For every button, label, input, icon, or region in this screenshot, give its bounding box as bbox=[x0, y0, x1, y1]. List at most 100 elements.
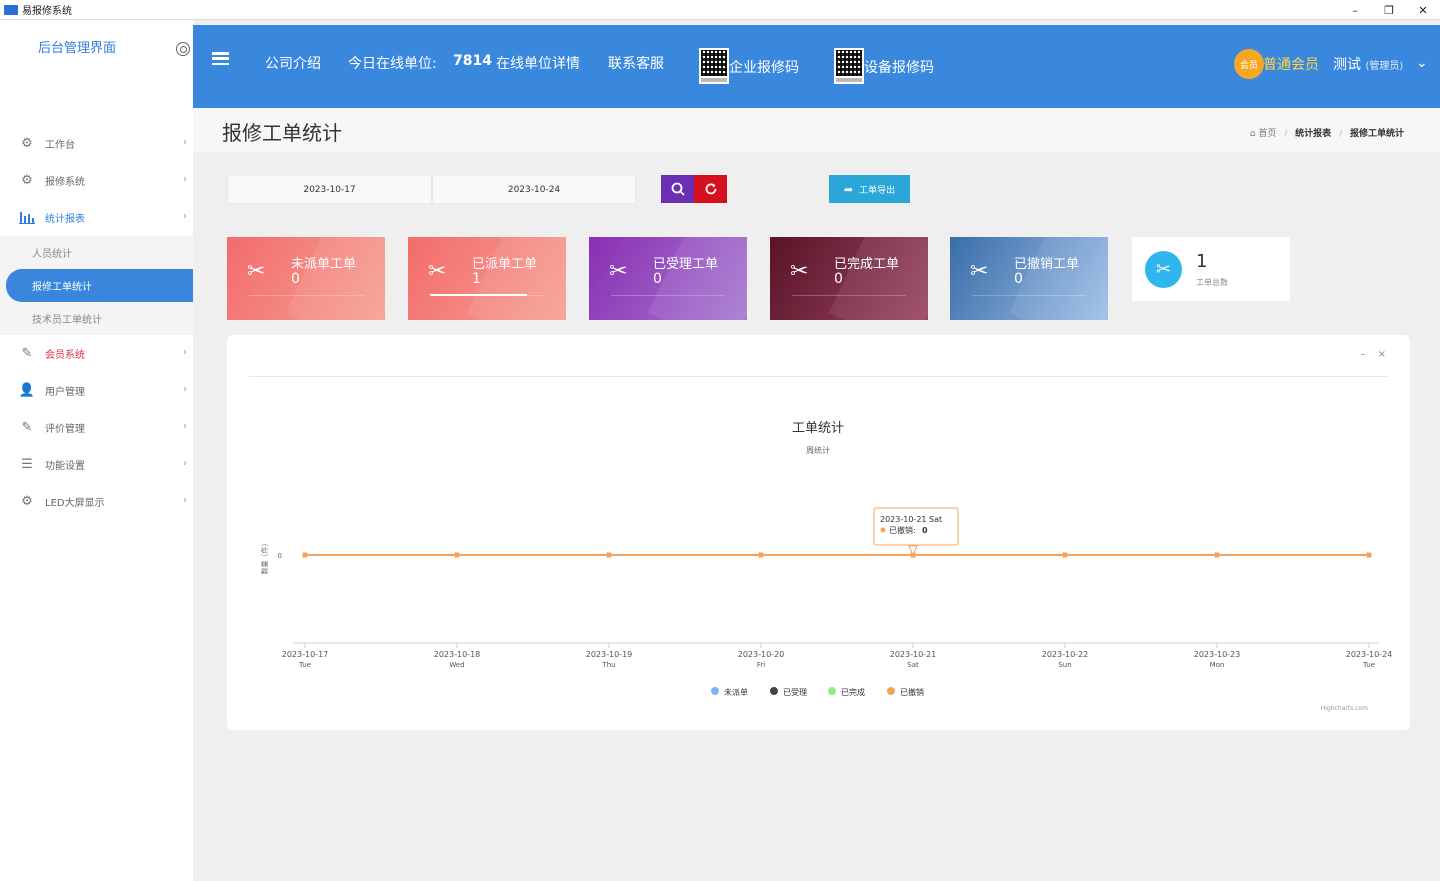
tooltip-value: 0 bbox=[922, 526, 928, 535]
user-role: (管理员) bbox=[1365, 61, 1404, 72]
device-code-link[interactable]: 设备报修码 bbox=[864, 60, 934, 76]
sidebar-item-users[interactable]: 👤 用户管理 › bbox=[0, 372, 193, 409]
stat-card-cancelled[interactable]: ✂ 已撤销工单 0 bbox=[950, 237, 1108, 320]
panel-minimize-button[interactable]: – bbox=[1360, 349, 1366, 360]
enterprise-code-link[interactable]: 企业报修码 bbox=[729, 60, 799, 76]
search-button[interactable] bbox=[661, 175, 694, 203]
x-tick-label: 2023-10-24 bbox=[1346, 650, 1393, 659]
y-axis-label: 数量（件） bbox=[260, 540, 269, 575]
tools-icon: ✂ bbox=[1145, 251, 1182, 288]
gears-icon: ⚙ bbox=[21, 136, 33, 151]
user-menu[interactable]: 测试 (管理员) bbox=[1333, 54, 1403, 74]
x-tick-label: 2023-10-17 bbox=[282, 650, 329, 659]
tooltip-series: 已撤销: bbox=[889, 525, 916, 535]
chart-panel: – × 工单统计 周统计 数量（件） 0 2023-10-17 Tue 2023-10-18… bbox=[227, 335, 1410, 730]
maximize-button[interactable]: ❐ bbox=[1384, 3, 1394, 17]
tools-icon: ✂ bbox=[428, 259, 447, 284]
chevron-right-icon: › bbox=[183, 495, 187, 506]
stat-card-assigned[interactable]: ✂ 已派单工单 1 bbox=[408, 237, 566, 320]
tools-icon: ✂ bbox=[970, 259, 989, 284]
sidebar-item-led[interactable]: ⚙ LED大屏显示 › bbox=[0, 483, 193, 520]
x-tick-label: 2023-10-18 bbox=[434, 650, 481, 659]
app-icon bbox=[4, 4, 18, 15]
breadcrumb-current: 报修工单统计 bbox=[1349, 129, 1404, 139]
stat-card-unassigned[interactable]: ✂ 未派单工单 0 bbox=[227, 237, 385, 320]
series-point-3 bbox=[1062, 552, 1068, 558]
breadcrumb-reports[interactable]: 统计报表 bbox=[1295, 129, 1332, 139]
total-caption: 工单总数 bbox=[1196, 278, 1228, 287]
users-icon: 👤 bbox=[18, 383, 36, 398]
chevron-right-icon: › bbox=[183, 421, 187, 432]
chevron-right-icon: › bbox=[183, 458, 187, 469]
x-tick-label: 2023-10-21 bbox=[890, 650, 937, 659]
sidebar-item-reviews[interactable]: ✎ 评价管理 › bbox=[0, 409, 193, 446]
x-tick-weekday: Sat bbox=[907, 661, 919, 669]
stat-card-label: 已撤销工单 bbox=[1014, 257, 1080, 272]
settings-gear-icon[interactable] bbox=[176, 42, 190, 56]
enterprise-qr-icon[interactable] bbox=[699, 48, 729, 84]
reset-button[interactable] bbox=[694, 175, 727, 203]
subitem-technician-stats[interactable]: 技术员工单统计 bbox=[32, 315, 102, 326]
subitem-workorder-stats[interactable]: 报修工单统计 bbox=[6, 269, 193, 302]
device-qr-icon[interactable] bbox=[834, 48, 864, 84]
sidebar-item-members[interactable]: ✎ 会员系统 › bbox=[0, 335, 193, 372]
chevron-down-icon[interactable]: ⌄ bbox=[1416, 55, 1428, 71]
sidebar-item-reports[interactable]: 统计报表 › bbox=[0, 199, 193, 236]
chart-title: 工单统计 bbox=[792, 421, 844, 436]
stat-card-completed[interactable]: ✂ 已完成工单 0 bbox=[770, 237, 928, 320]
x-tick-label: 2023-10-22 bbox=[1042, 650, 1089, 659]
company-intro-link[interactable]: 公司介绍 bbox=[265, 56, 321, 72]
breadcrumb: ⌂ 首页 / 统计报表 / 报修工单统计 bbox=[1249, 129, 1404, 139]
panel-close-button[interactable]: × bbox=[1377, 349, 1386, 360]
tools-icon: ✂ bbox=[247, 259, 266, 284]
breadcrumb-home[interactable]: 首页 bbox=[1258, 129, 1277, 139]
stat-card-label: 已完成工单 bbox=[834, 257, 900, 272]
brand-title: 后台管理界面 bbox=[38, 41, 117, 56]
y-tick-label: 0 bbox=[278, 552, 282, 560]
search-icon bbox=[671, 182, 685, 196]
chevron-right-icon: › bbox=[183, 384, 187, 395]
minimize-button[interactable]: – bbox=[1352, 3, 1358, 17]
stat-card-value: 0 bbox=[1014, 271, 1023, 287]
export-label: 工单导出 bbox=[859, 185, 896, 196]
top-header: 公司介绍 今日在线单位: 7814 在线单位详情 联系客服 企业报修码 设备报修… bbox=[193, 25, 1440, 108]
sidebar-item-repair-system[interactable]: ⚙ 报修系统 › bbox=[0, 162, 193, 199]
series-point-3 bbox=[758, 552, 764, 558]
sidebar-item-settings[interactable]: ☰ 功能设置 › bbox=[0, 446, 193, 483]
series-point-3 bbox=[302, 552, 308, 558]
x-tick-weekday: Thu bbox=[601, 661, 615, 669]
stat-card-value: 0 bbox=[291, 271, 300, 287]
end-date-input[interactable]: 2023-10-24 bbox=[432, 175, 636, 204]
legend-label-3: 已撤销 bbox=[900, 687, 924, 697]
sidebar-item-label: 统计报表 bbox=[45, 214, 85, 225]
series-point-3 bbox=[1214, 552, 1220, 558]
stat-card-value: 0 bbox=[834, 271, 843, 287]
legend-label-2: 已完成 bbox=[841, 687, 865, 697]
x-tick-weekday: Fri bbox=[757, 661, 765, 669]
tools-icon: ✂ bbox=[790, 259, 809, 284]
edit-icon: ✎ bbox=[21, 346, 33, 361]
stat-card-value: 1 bbox=[472, 271, 481, 287]
chevron-right-icon: › bbox=[183, 174, 187, 185]
member-level[interactable]: 普通会员 bbox=[1263, 57, 1319, 73]
legend-label-1: 已受理 bbox=[783, 687, 807, 697]
member-badge: 会员 bbox=[1234, 49, 1264, 79]
sliders-icon: ☰ bbox=[21, 457, 33, 472]
subitem-staff-stats[interactable]: 人员统计 bbox=[32, 249, 72, 260]
online-detail-link[interactable]: 在线单位详情 bbox=[496, 56, 580, 72]
contact-service-link[interactable]: 联系客服 bbox=[608, 56, 664, 72]
sidebar-item-workbench[interactable]: ⚙ 工作台 › bbox=[0, 125, 193, 162]
start-date-input[interactable]: 2023-10-17 bbox=[227, 175, 432, 204]
export-button[interactable]: ➦ 工单导出 bbox=[829, 175, 910, 203]
total-value: 1 bbox=[1196, 251, 1208, 272]
stat-card-accepted[interactable]: ✂ 已受理工单 0 bbox=[589, 237, 747, 320]
menu-toggle-icon[interactable] bbox=[212, 52, 229, 65]
legend-marker-0 bbox=[711, 687, 719, 695]
sidebar-item-label: LED大屏显示 bbox=[45, 498, 105, 509]
close-button[interactable]: ✕ bbox=[1418, 3, 1428, 17]
sidebar-item-label: 会员系统 bbox=[45, 350, 85, 361]
sidebar-item-label: 用户管理 bbox=[45, 387, 85, 398]
x-tick-label: 2023-10-20 bbox=[738, 650, 785, 659]
share-icon: ➦ bbox=[843, 182, 854, 196]
